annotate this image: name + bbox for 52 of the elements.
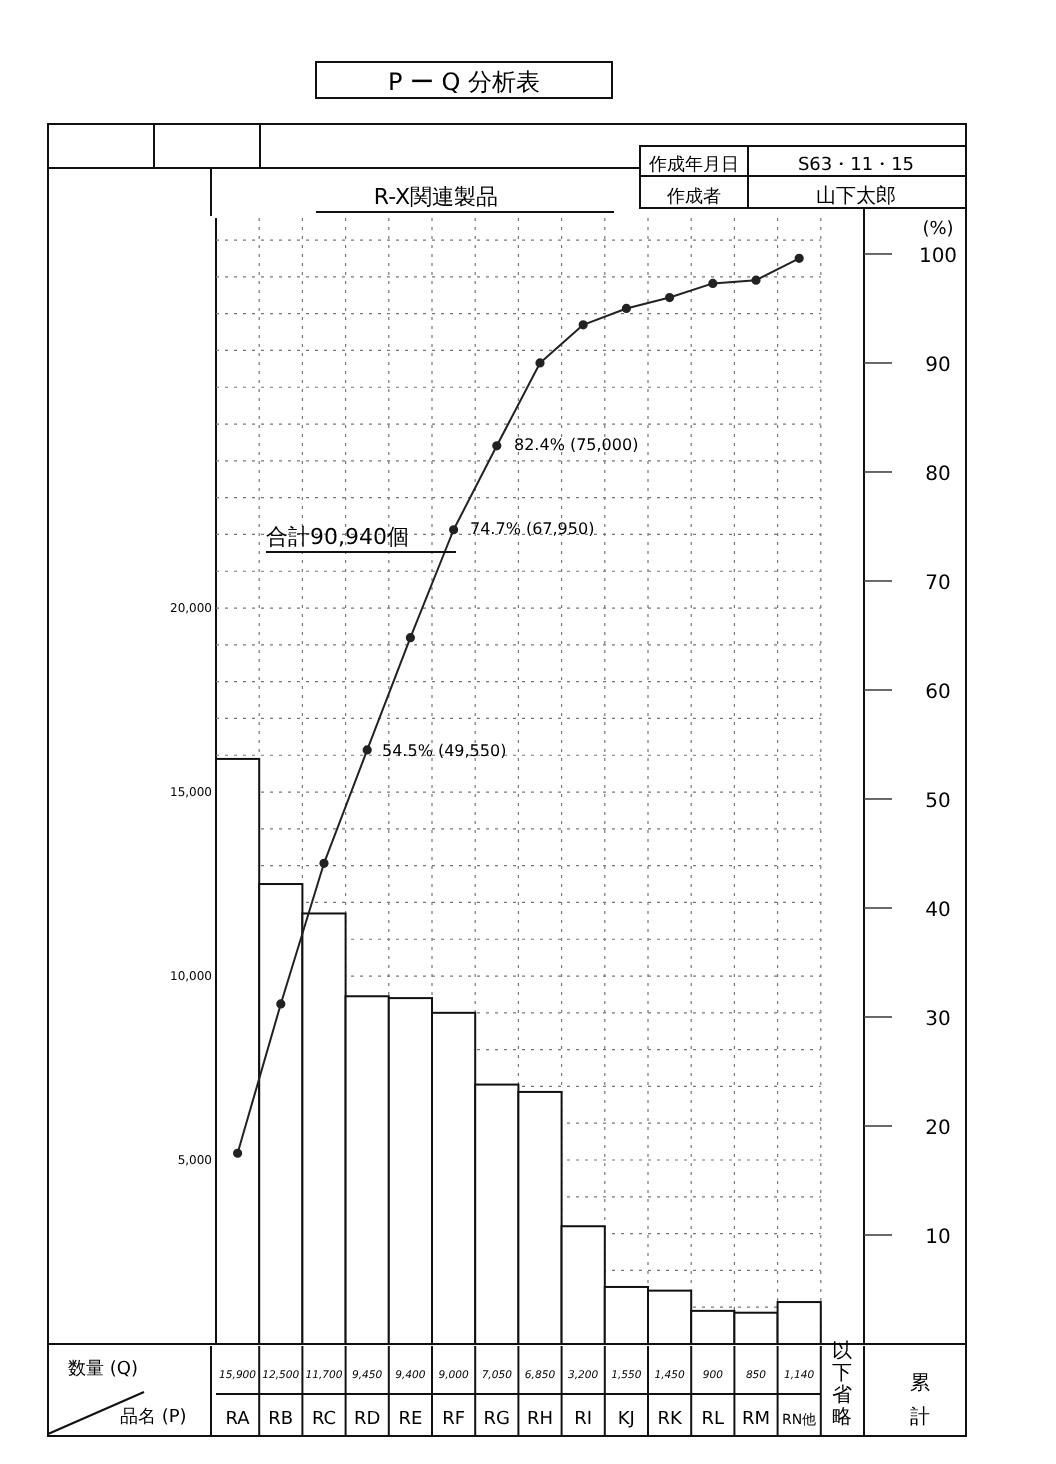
text: 作成年月日 bbox=[647, 154, 739, 176]
x-tick-label: RC bbox=[311, 1410, 337, 1430]
point bbox=[319, 858, 329, 868]
y2-tick-label: 90 bbox=[925, 354, 951, 377]
point bbox=[794, 253, 804, 263]
point bbox=[276, 999, 286, 1009]
x-tick-label: RH bbox=[526, 1410, 554, 1430]
point bbox=[449, 525, 459, 535]
text: 作成者 bbox=[665, 186, 721, 208]
x-tick-label: RF bbox=[442, 1410, 466, 1430]
point bbox=[665, 292, 675, 303]
point bbox=[751, 275, 761, 285]
point bbox=[233, 1148, 243, 1158]
y2-tick-label: 100 bbox=[918, 245, 958, 268]
point bbox=[708, 278, 718, 288]
text: 山下太郎 bbox=[816, 184, 896, 208]
point bbox=[405, 633, 415, 643]
point bbox=[621, 303, 631, 314]
y2-tick-label: 40 bbox=[925, 899, 951, 922]
annotation: 54.5% (49,550) bbox=[382, 742, 507, 760]
x-tick-label: RA bbox=[225, 1410, 252, 1430]
text: 数量 (Q) bbox=[68, 1358, 138, 1380]
x-tick-label: RE bbox=[398, 1410, 423, 1430]
x-tick-label: RL bbox=[701, 1410, 725, 1430]
point bbox=[535, 358, 545, 368]
annotation: 82.4% (75,000) bbox=[514, 436, 639, 454]
y2-axis-title: (%) bbox=[922, 220, 954, 240]
x-tick-label: RD bbox=[354, 1410, 381, 1430]
y2-tick-label: 60 bbox=[925, 681, 951, 704]
x-tick-label: RG bbox=[483, 1410, 511, 1430]
y2-tick-label: 50 bbox=[925, 790, 951, 813]
x-tick-label: RK bbox=[657, 1410, 684, 1430]
text: 累計 bbox=[910, 1373, 930, 1429]
text: 品名 (P) bbox=[120, 1406, 187, 1428]
chart-subtitle: R-X関連製品 bbox=[373, 184, 499, 210]
annotation: 合計90,940個 bbox=[266, 524, 409, 550]
x-tick-label: RB bbox=[268, 1410, 294, 1430]
y2-tick-label: 10 bbox=[925, 1227, 951, 1249]
x-tick-label: RI bbox=[574, 1410, 593, 1430]
point bbox=[362, 745, 372, 755]
x-tick-label: RM bbox=[741, 1410, 771, 1430]
y2-tick-label: 80 bbox=[925, 463, 951, 486]
text: 以下省略 bbox=[832, 1339, 852, 1429]
point bbox=[492, 441, 502, 451]
x-tick-label: KJ bbox=[617, 1410, 635, 1430]
annotation: 74.7% (67,950) bbox=[470, 520, 595, 538]
y2-tick-label: 70 bbox=[925, 572, 951, 595]
text: S63・11・15 bbox=[797, 156, 915, 176]
y2-tick-label: 20 bbox=[925, 1117, 951, 1140]
chart-title: P ー Q 分析表 bbox=[387, 68, 541, 96]
point bbox=[578, 320, 588, 330]
y2-tick-label: 30 bbox=[925, 1008, 951, 1031]
